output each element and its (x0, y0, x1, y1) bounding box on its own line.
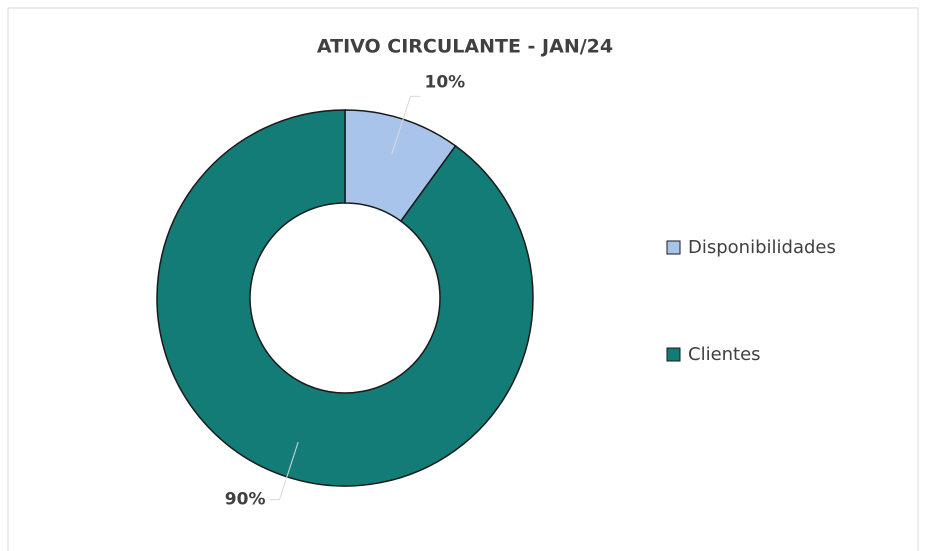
legend-swatch (666, 347, 681, 362)
legend-label: Clientes (688, 344, 761, 365)
donut-slice (156, 109, 534, 487)
leader-line (391, 95, 421, 155)
data-label: 90% (225, 490, 266, 510)
chart-title: ATIVO CIRCULANTE - JAN/24 (317, 36, 613, 58)
leader-line (269, 441, 299, 501)
legend-swatch (666, 240, 681, 255)
legend-label: Disponibilidades (688, 237, 836, 258)
data-label: 10% (425, 72, 466, 92)
